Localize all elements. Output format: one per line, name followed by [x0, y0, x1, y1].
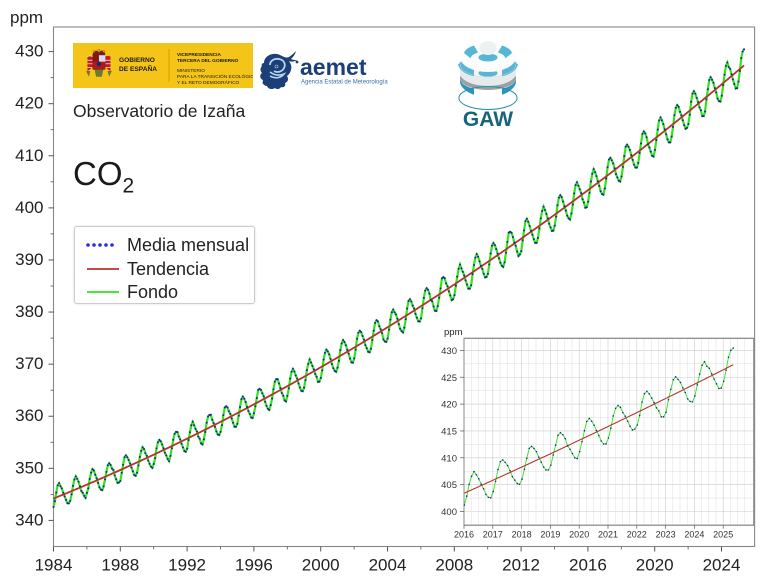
svg-text:405: 405 [441, 480, 457, 491]
svg-text:2020: 2020 [636, 556, 674, 575]
svg-text:430: 430 [15, 42, 43, 61]
svg-text:340: 340 [15, 510, 43, 529]
svg-text:2008: 2008 [435, 556, 473, 575]
svg-text:425: 425 [441, 373, 457, 384]
svg-text:390: 390 [15, 250, 43, 269]
svg-text:2000: 2000 [302, 556, 340, 575]
svg-text:VICEPRESIDENCIA: VICEPRESIDENCIA [177, 52, 222, 58]
svg-text:GOBIERNO: GOBIERNO [119, 57, 155, 64]
svg-text:GAW: GAW [463, 108, 513, 131]
svg-text:MINISTERIO: MINISTERIO [177, 68, 205, 74]
svg-text:2012: 2012 [502, 556, 540, 575]
svg-text:430: 430 [441, 346, 457, 357]
svg-text:2004: 2004 [369, 556, 407, 575]
svg-text:410: 410 [15, 146, 43, 165]
svg-text:DE ESPAÑA: DE ESPAÑA [119, 64, 157, 73]
svg-text:1988: 1988 [101, 556, 139, 575]
svg-text:2025: 2025 [713, 530, 733, 540]
svg-text:2020: 2020 [569, 530, 589, 540]
svg-text:2017: 2017 [483, 530, 503, 540]
svg-text:400: 400 [441, 507, 457, 518]
svg-text:Y EL RETO DEMOGRÁFICO: Y EL RETO DEMOGRÁFICO [177, 79, 240, 86]
svg-text:360: 360 [15, 406, 43, 425]
svg-text:370: 370 [15, 354, 43, 373]
svg-text:2021: 2021 [598, 530, 618, 540]
svg-text:350: 350 [15, 458, 43, 477]
svg-text:2016: 2016 [569, 556, 607, 575]
svg-text:Fondo: Fondo [127, 282, 178, 302]
svg-text:2023: 2023 [656, 530, 676, 540]
svg-text:2016: 2016 [454, 530, 474, 540]
svg-text:1992: 1992 [168, 556, 206, 575]
svg-text:420: 420 [441, 400, 457, 411]
svg-text:420: 420 [15, 94, 43, 113]
svg-text:aemet: aemet [300, 54, 367, 80]
svg-text:1996: 1996 [235, 556, 273, 575]
svg-text:2022: 2022 [627, 530, 647, 540]
svg-text:TERCERA DEL GOBIERNO: TERCERA DEL GOBIERNO [177, 58, 239, 64]
svg-text:Agencia Estatal de Meteorologí: Agencia Estatal de Meteorología [301, 80, 388, 86]
svg-text:400: 400 [15, 198, 43, 217]
svg-text:2019: 2019 [540, 530, 560, 540]
svg-text:2024: 2024 [703, 556, 741, 575]
svg-text:PARA LA TRANSICIÓN ECOLÓGICA: PARA LA TRANSICIÓN ECOLÓGICA [177, 73, 253, 80]
svg-text:ppm: ppm [444, 327, 463, 338]
svg-text:380: 380 [15, 302, 43, 321]
svg-text:Tendencia: Tendencia [127, 259, 210, 279]
svg-text:415: 415 [441, 426, 457, 437]
svg-text:ppm: ppm [10, 8, 43, 27]
svg-text:1984: 1984 [35, 556, 73, 575]
svg-text:2024: 2024 [684, 530, 704, 540]
svg-text:2018: 2018 [512, 530, 532, 540]
svg-text:410: 410 [441, 453, 457, 464]
svg-text:Media mensual: Media mensual [127, 235, 249, 255]
